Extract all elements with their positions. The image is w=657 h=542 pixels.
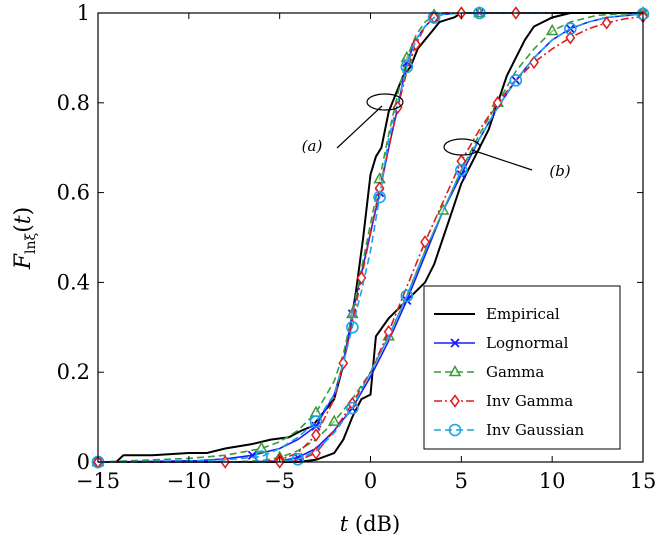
series-line-inv-gaussian-a: [97, 12, 553, 463]
y-tick-label: 0.2: [57, 360, 90, 384]
series-line-empirical-b: [98, 12, 643, 463]
data-point-marker: [311, 446, 321, 460]
y-tick-label: 1: [77, 1, 90, 25]
data-point-marker: [427, 11, 441, 24]
series-line-inv-gaussian-b: [98, 13, 644, 463]
data-point-marker: [255, 441, 268, 453]
legend-marker: [450, 338, 460, 348]
data-point-marker: [545, 23, 559, 36]
series-line-inv-gamma-b: [98, 15, 644, 463]
legend-label: Lognormal: [486, 334, 569, 352]
series-inv-gaussian: [91, 6, 650, 469]
data-point-marker: [291, 453, 305, 466]
legend-marker: [450, 394, 460, 408]
annotation-label-b: (b): [549, 162, 570, 180]
data-point-marker: [455, 163, 468, 177]
x-tick-label: −10: [167, 469, 211, 493]
y-tick-label: 0.6: [57, 181, 90, 205]
x-tick-label: 5: [455, 469, 468, 493]
data-point-marker: [509, 74, 523, 87]
data-point-marker: [309, 405, 323, 417]
series-line-lognormal-a: [97, 12, 553, 463]
data-point-marker: [400, 289, 414, 303]
annotation-ellipse-a: [366, 93, 404, 111]
y-tick-label: 0.8: [57, 91, 90, 115]
legend-label: Inv Gamma: [486, 392, 573, 410]
data-point-marker: [311, 428, 321, 442]
x-tick-label: 10: [539, 469, 566, 493]
data-point-marker: [346, 401, 359, 415]
x-tick-label: 0: [364, 469, 377, 493]
legend-marker: [448, 364, 462, 377]
series-empirical: [98, 12, 643, 463]
series-line-gamma-b: [98, 12, 644, 463]
data-point-marker: [565, 30, 576, 45]
series-inv-gamma: [93, 6, 648, 469]
x-tick-label: −15: [76, 469, 120, 493]
data-point-marker: [327, 414, 341, 426]
legend-entry: Gamma: [434, 363, 544, 381]
legend-marker: [448, 423, 462, 437]
x-tick-label: −5: [264, 469, 295, 493]
series-layer: [91, 5, 650, 469]
data-point-marker: [338, 356, 349, 370]
data-point-marker: [601, 16, 612, 30]
data-point-marker: [564, 22, 577, 36]
annotation-leader-a: [336, 105, 383, 149]
data-point-marker: [400, 60, 414, 74]
data-point-marker: [309, 415, 323, 428]
x-axis-label: t (dB): [340, 512, 400, 536]
data-point-marker: [436, 203, 450, 215]
annotation-layer: (a) (b): [302, 93, 571, 180]
data-point-marker: [373, 190, 386, 204]
annotation-leader-b: [471, 149, 533, 171]
ticks-layer: −15 −10 −5 0 5 10 15 0 0.2 0.4 0.6 0.8 1: [57, 1, 657, 493]
data-point-marker: [473, 5, 486, 18]
data-point-marker: [529, 55, 539, 70]
y-tick-label: 0: [77, 450, 90, 474]
y-axis-label: Flnξ(t): [11, 207, 39, 271]
legend-label: Gamma: [486, 363, 544, 381]
annotation-label-a: (a): [302, 137, 323, 155]
legend-entry: Empirical: [434, 305, 560, 323]
legend-label: Inv Gaussian: [486, 421, 585, 439]
legend-entry: Lognormal: [434, 334, 569, 352]
annotation-ellipse-b: [443, 138, 481, 156]
x-tick-label: 15: [630, 469, 657, 493]
legend: Empirical Lognormal Gamma Inv Gamma Inv Gaus…: [423, 285, 621, 450]
legend-label: Empirical: [486, 305, 560, 323]
y-tick-label: 0.4: [57, 270, 90, 294]
legend-entry: Inv Gaussian: [434, 421, 585, 439]
series-line-empirical-a: [98, 12, 643, 463]
legend-entry: Inv Gamma: [434, 392, 573, 410]
data-point-marker: [346, 320, 359, 334]
data-point-marker: [456, 154, 467, 168]
